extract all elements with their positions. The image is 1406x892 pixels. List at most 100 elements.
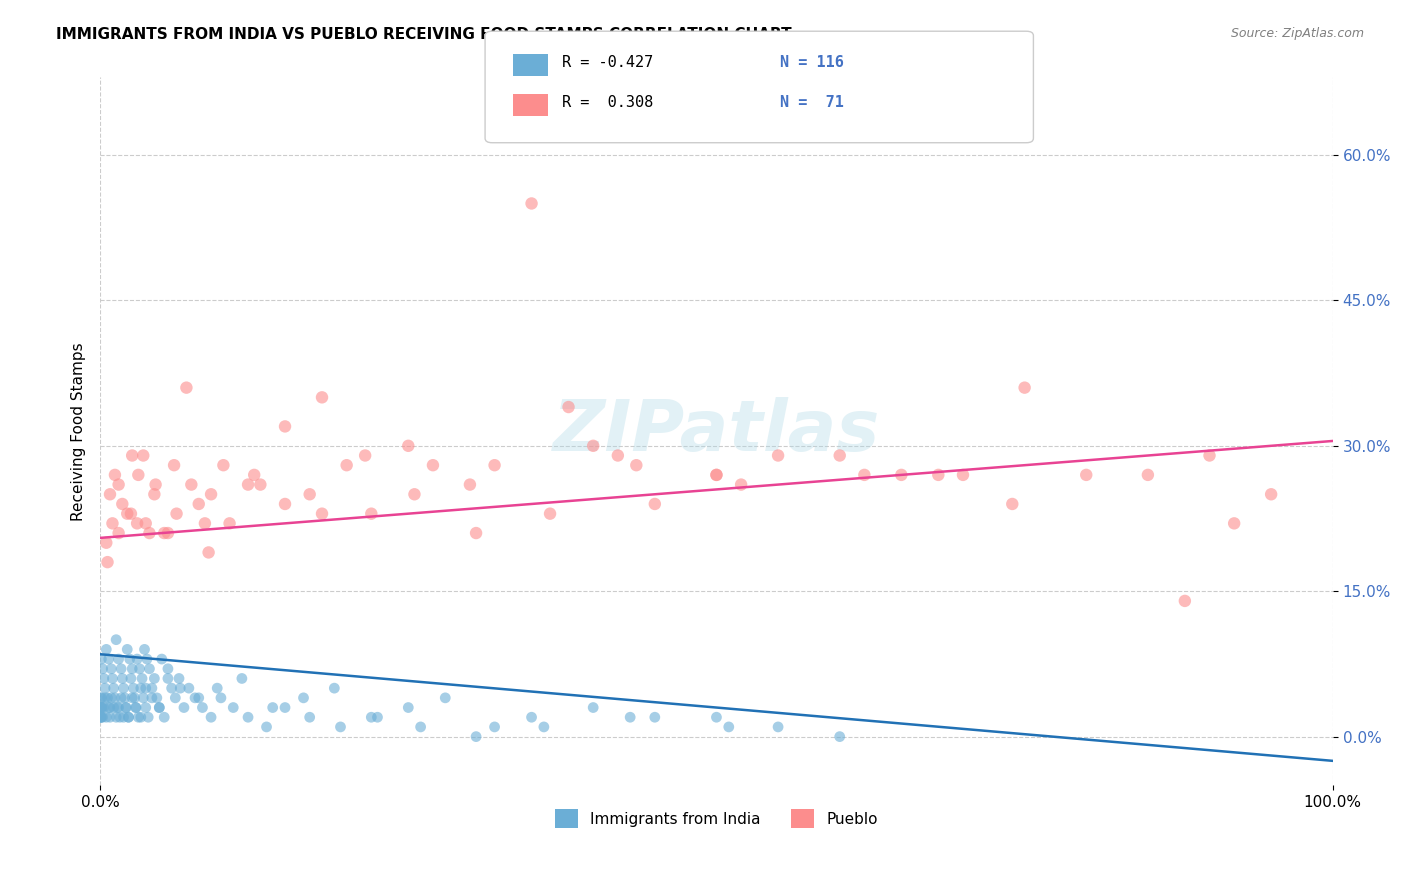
Point: [1223, 516, 1246, 531]
Point: [89, 710, 111, 724]
Point: [141, 690, 163, 705]
Point: [520, 710, 543, 724]
Point: [169, 681, 191, 695]
Point: [90, 700, 112, 714]
Point: [274, 419, 297, 434]
Point: [207, 681, 229, 695]
Point: [292, 690, 315, 705]
Point: [98, 700, 121, 714]
Point: [138, 526, 160, 541]
Point: [100, 662, 122, 676]
Point: [236, 710, 259, 724]
Point: [706, 467, 728, 482]
Point: [143, 672, 166, 686]
Point: [434, 690, 457, 705]
Point: [94, 690, 117, 705]
Point: [117, 642, 139, 657]
Point: [890, 467, 912, 482]
Point: [180, 477, 202, 491]
Point: [606, 449, 628, 463]
Point: [89, 700, 111, 714]
Point: [148, 700, 170, 714]
Point: [236, 477, 259, 491]
Point: [112, 710, 135, 724]
Point: [104, 690, 127, 705]
Point: [191, 700, 214, 714]
Point: [145, 477, 167, 491]
Point: [619, 710, 641, 724]
Point: [329, 720, 352, 734]
Point: [828, 730, 851, 744]
Point: [107, 526, 129, 541]
Point: [557, 400, 579, 414]
Point: [197, 545, 219, 559]
Point: [138, 662, 160, 676]
Point: [404, 487, 426, 501]
Point: [200, 487, 222, 501]
Point: [730, 477, 752, 491]
Point: [127, 516, 149, 531]
Point: [274, 700, 297, 714]
Point: [93, 700, 115, 714]
Point: [115, 700, 138, 714]
Point: [274, 497, 297, 511]
Point: [163, 458, 186, 473]
Point: [298, 710, 321, 724]
Point: [90, 652, 112, 666]
Point: [143, 487, 166, 501]
Point: [122, 681, 145, 695]
Point: [360, 710, 382, 724]
Point: [484, 458, 506, 473]
Point: [93, 672, 115, 686]
Point: [108, 710, 131, 724]
Point: [396, 700, 419, 714]
Point: [165, 690, 187, 705]
Point: [396, 439, 419, 453]
Point: [91, 662, 114, 676]
Point: [176, 381, 198, 395]
Point: [118, 652, 141, 666]
Point: [187, 497, 209, 511]
Point: [110, 662, 132, 676]
Point: [101, 672, 124, 686]
Point: [121, 662, 143, 676]
Point: [107, 700, 129, 714]
Point: [952, 467, 974, 482]
Point: [465, 730, 488, 744]
Point: [243, 467, 266, 482]
Point: [717, 720, 740, 734]
Point: [107, 652, 129, 666]
Text: R =  0.308: R = 0.308: [562, 95, 654, 110]
Point: [231, 672, 253, 686]
Point: [626, 458, 648, 473]
Text: IMMIGRANTS FROM INDIA VS PUEBLO RECEIVING FOOD STAMPS CORRELATION CHART: IMMIGRANTS FROM INDIA VS PUEBLO RECEIVIN…: [56, 27, 792, 42]
Point: [90, 710, 112, 724]
Text: N = 116: N = 116: [780, 55, 844, 70]
Point: [105, 632, 128, 647]
Point: [1001, 497, 1024, 511]
Point: [354, 449, 377, 463]
Point: [422, 458, 444, 473]
Point: [90, 690, 112, 705]
Point: [173, 700, 195, 714]
Point: [90, 700, 112, 714]
Point: [114, 690, 136, 705]
Point: [96, 710, 118, 724]
Point: [538, 507, 561, 521]
Point: [828, 449, 851, 463]
Point: [533, 720, 555, 734]
Legend: Immigrants from India, Pueblo: Immigrants from India, Pueblo: [548, 803, 884, 834]
Point: [121, 690, 143, 705]
Point: [90, 710, 112, 724]
Point: [135, 681, 157, 695]
Point: [100, 690, 122, 705]
Point: [132, 449, 155, 463]
Point: [129, 710, 152, 724]
Point: [249, 477, 271, 491]
Point: [127, 467, 149, 482]
Point: [105, 700, 128, 714]
Point: [117, 710, 139, 724]
Y-axis label: Receiving Food Stamps: Receiving Food Stamps: [72, 342, 86, 521]
Point: [582, 439, 605, 453]
Point: [121, 449, 143, 463]
